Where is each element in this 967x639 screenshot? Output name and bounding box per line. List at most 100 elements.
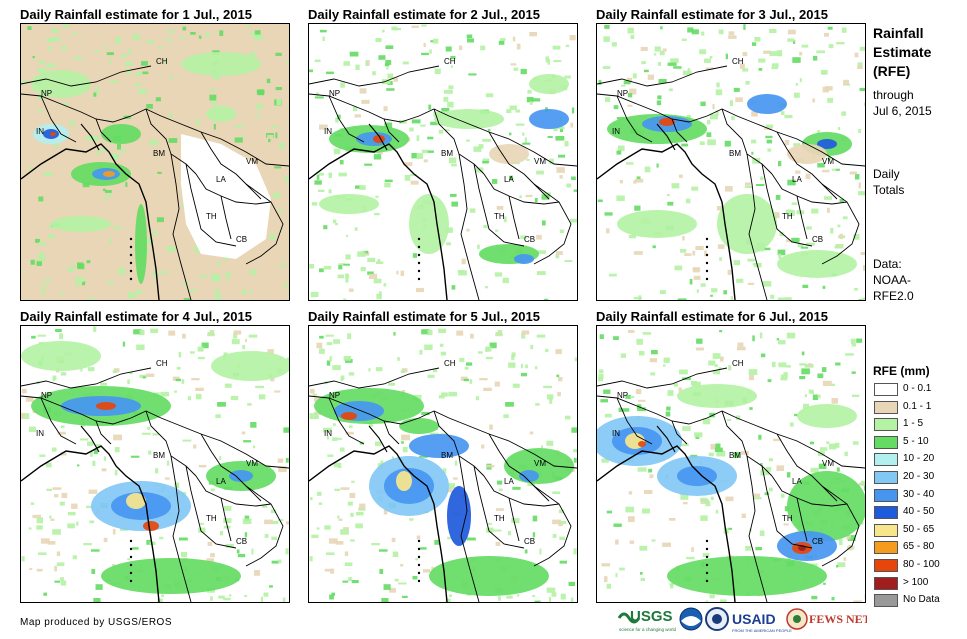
rainfall-map: CH NP IN BM LA VM TH CB — [20, 325, 290, 603]
rainfall-map: CH NP IN BM LA VM TH CB — [308, 325, 578, 603]
through-date: Jul 6, 2015 — [873, 104, 932, 118]
usaid-logo-text: USAID — [732, 611, 776, 627]
dept-seal-logo — [705, 607, 729, 631]
legend-label: 0 - 0.1 — [903, 383, 932, 394]
country-label-in: IN — [612, 127, 620, 136]
country-label-la: LA — [504, 175, 514, 184]
rainfall-map-canvas: CH NP IN BM LA VM TH CB — [21, 326, 289, 602]
country-label-vm: VM — [246, 459, 258, 468]
panel-title: Daily Rainfall estimate for 5 Jul., 2015 — [308, 309, 540, 324]
legend-label: 20 - 30 — [903, 471, 935, 482]
country-label-th: TH — [494, 212, 505, 221]
legend-swatch — [874, 453, 898, 467]
country-label-cb: CB — [812, 235, 823, 244]
legend-label: 10 - 20 — [903, 453, 935, 465]
country-label-la: LA — [216, 477, 226, 486]
country-label-vm: VM — [822, 157, 834, 166]
usgs-logo-text: USGS — [630, 608, 673, 625]
usaid-tagline: FROM THE AMERICAN PEOPLE — [732, 628, 792, 633]
country-label-th: TH — [782, 212, 793, 221]
side-title-line2: Estimate — [873, 44, 932, 60]
panel-title: Daily Rainfall estimate for 3 Jul., 2015 — [596, 7, 828, 22]
legend-label: No Data — [903, 594, 940, 606]
country-label-bm: BM — [153, 451, 165, 460]
through-text: through Jul 6, 2015 — [873, 87, 932, 119]
country-label-np: NP — [41, 89, 52, 98]
legend-swatch — [874, 488, 898, 502]
country-label-th: TH — [206, 514, 217, 523]
noaa-logo — [679, 607, 703, 631]
rainfall-map-canvas: CH NP IN BM LA VM TH CB — [309, 24, 577, 300]
side-title-line1: Rainfall — [873, 25, 924, 41]
legend-swatch — [874, 471, 898, 484]
country-label-vm: VM — [534, 459, 546, 468]
country-label-ch: CH — [732, 359, 744, 368]
data-label: Data: — [873, 257, 902, 271]
country-label-cb: CB — [236, 537, 247, 546]
country-label-th: TH — [206, 212, 217, 221]
usaid-logo: USAID FROM THE AMERICAN PEOPLE — [732, 611, 792, 633]
country-label-bm: BM — [729, 451, 741, 460]
rainfall-map: CH NP IN BM LA VM TH CB — [20, 23, 290, 301]
country-label-ch: CH — [156, 359, 168, 368]
country-label-cb: CB — [524, 235, 535, 244]
usgs-tagline: science for a changing world — [619, 627, 677, 632]
country-label-np: NP — [329, 391, 340, 400]
legend-label: 80 - 100 — [903, 559, 940, 570]
country-label-in: IN — [612, 429, 620, 438]
daily-totals-text: Daily Totals — [873, 166, 904, 198]
legend-swatch — [874, 383, 898, 396]
country-label-bm: BM — [153, 149, 165, 158]
legend-label: 0.1 - 1 — [903, 400, 932, 412]
map-credit: Map produced by USGS/EROS — [20, 617, 173, 628]
legend-swatch — [874, 541, 898, 555]
side-title: Rainfall Estimate (RFE) — [873, 24, 931, 81]
rainfall-map-canvas: CH NP IN BM LA VM TH CB — [309, 326, 577, 602]
country-label-bm: BM — [441, 451, 453, 460]
rainfall-map: CH NP IN BM LA VM TH CB — [308, 23, 578, 301]
rainfall-map-canvas: CH NP IN BM LA VM TH CB — [21, 24, 289, 300]
legend-swatch — [874, 418, 898, 432]
country-label-np: NP — [617, 89, 628, 98]
legend-label: 40 - 50 — [903, 506, 935, 518]
data-source-line2: RFE2.0 — [873, 289, 914, 303]
country-label-la: LA — [216, 175, 226, 184]
side-title-line3: (RFE) — [873, 63, 911, 79]
data-source-text: Data: NOAA- RFE2.0 — [873, 256, 914, 304]
country-label-ch: CH — [444, 57, 456, 66]
legend-label: 5 - 10 — [903, 435, 929, 447]
country-label-bm: BM — [729, 149, 741, 158]
country-label-cb: CB — [812, 537, 823, 546]
daily-label: Daily — [873, 167, 900, 181]
legend-swatch — [874, 435, 898, 449]
fewsnet-logo: FEWS NET — [786, 608, 871, 630]
country-label-vm: VM — [534, 157, 546, 166]
country-label-ch: CH — [444, 359, 456, 368]
panel-title: Daily Rainfall estimate for 6 Jul., 2015 — [596, 309, 828, 324]
country-label-vm: VM — [246, 157, 258, 166]
panel-title: Daily Rainfall estimate for 1 Jul., 2015 — [20, 7, 252, 22]
usgs-logo: USGS science for a changing world — [617, 608, 677, 632]
country-label-la: LA — [792, 477, 802, 486]
legend-swatch — [874, 594, 898, 608]
country-label-bm: BM — [441, 149, 453, 158]
data-source-line1: NOAA- — [873, 273, 912, 287]
country-label-cb: CB — [236, 235, 247, 244]
rainfall-map-canvas: CH NP IN BM LA VM TH CB — [597, 24, 865, 300]
country-label-in: IN — [324, 127, 332, 136]
rainfall-map: CH NP IN BM LA VM TH CB — [596, 23, 866, 301]
rainfall-map-canvas: CH NP IN BM LA VM TH CB — [597, 326, 865, 602]
legend-label: > 100 — [903, 576, 929, 588]
legend-swatch — [874, 576, 898, 590]
country-label-ch: CH — [732, 57, 744, 66]
country-label-in: IN — [36, 429, 44, 438]
country-label-vm: VM — [822, 459, 834, 468]
fewsnet-logo-text: FEWS NET — [809, 612, 867, 626]
legend-label: 65 - 80 — [903, 541, 935, 553]
legend-swatch — [874, 400, 898, 414]
country-label-la: LA — [504, 477, 514, 486]
rainfall-map: CH NP IN BM LA VM TH CB — [596, 325, 866, 603]
legend-label: 50 - 65 — [903, 523, 935, 535]
country-label-cb: CB — [524, 537, 535, 546]
legend-label: 1 - 5 — [903, 418, 924, 430]
